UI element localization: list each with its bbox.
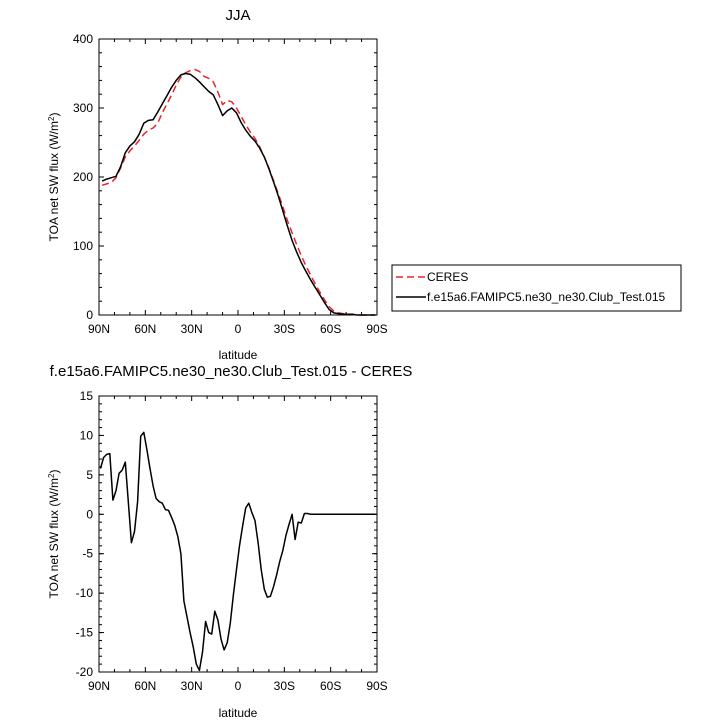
top-y-axis-label-sup: 2 [47, 116, 56, 121]
top-plot-frame [98, 38, 378, 316]
top-x-tick-label: 90N [88, 322, 110, 336]
bottom-y-tick-label: 5 [86, 468, 93, 482]
bottom-y-tick-label: -10 [76, 586, 94, 600]
legend-label-ceres: CERES [427, 270, 468, 284]
top-y-tick-label: 200 [73, 170, 93, 184]
top-y-axis-label: TOA net SW flux (W/m2) [47, 113, 61, 242]
bottom-y-tick-label: -20 [76, 665, 94, 679]
legend-label-model: f.e15a6.FAMIPC5.ne30_ne30.Club_Test.015 [427, 290, 665, 304]
bottom-x-tick-label: 0 [235, 679, 242, 693]
top-y-axis-label-main: TOA net SW flux (W/m [47, 121, 61, 241]
bottom-series-line-0 [99, 431, 376, 672]
bottom-y-axis-label: TOA net SW flux (W/m2) [47, 470, 61, 599]
legend-box [391, 264, 682, 312]
bottom-y-tick-label: -15 [76, 626, 94, 640]
top-series [101, 68, 376, 316]
bottom-x-tick-label: 60S [320, 679, 341, 693]
bottom-y-tick-label: -5 [82, 547, 93, 561]
bottom-title: f.e15a6.FAMIPC5.ne30_ne30.Club_Test.015 … [50, 363, 413, 380]
top-x-tick-label: 0 [235, 322, 242, 336]
top-series-line-0 [101, 68, 376, 316]
top-y-tick-label: 0 [86, 308, 93, 322]
top-x-tick-label: 30S [274, 322, 295, 336]
bottom-x-tick-label: 90N [88, 679, 110, 693]
bottom-x-axis-label: latitude [219, 706, 258, 720]
bottom-x-tick-label: 60N [134, 679, 156, 693]
bottom-x-tick-label: 90S [366, 679, 387, 693]
bottom-y-tick-label: 10 [80, 428, 94, 442]
top-x-tick-label: 90S [366, 322, 387, 336]
bottom-x-tick-label: 30N [181, 679, 203, 693]
bottom-y-axis-label-close: ) [47, 470, 61, 474]
top-y-tick-label: 400 [73, 32, 93, 46]
bottom-x-tick-label: 30S [274, 679, 295, 693]
top-x-tick-label: 60S [320, 322, 341, 336]
bottom-y-tick-label: 15 [80, 389, 94, 403]
bottom-y-tick-label: 0 [86, 507, 93, 521]
top-panel: JJA 90N 60N 30N 0 30S 60S 90S 0 100 200 300 400 lat… [47, 7, 388, 362]
top-title: JJA [225, 7, 250, 24]
top-y-axis-label-close: ) [47, 113, 61, 117]
top-y-tick-label: 300 [73, 101, 93, 115]
bottom-y-axis-label-sup: 2 [47, 473, 56, 478]
bottom-ticks: 90N 60N 30N 0 30S 60S 90S -20 -15 -10 -5 0 5 10 15 [76, 389, 388, 693]
top-series-line-1 [101, 72, 376, 316]
legend: CERES f.e15a6.FAMIPC5.ne30_ne30.Club_Tes… [391, 264, 682, 312]
bottom-series [99, 431, 376, 672]
top-x-tick-label: 30N [181, 322, 203, 336]
bottom-y-axis-label-main: TOA net SW flux (W/m [47, 478, 61, 598]
top-y-tick-label: 100 [73, 239, 93, 253]
top-x-tick-label: 60N [134, 322, 156, 336]
top-ticks: 90N 60N 30N 0 30S 60S 90S 0 100 200 300 400 [73, 32, 388, 336]
bottom-panel: f.e15a6.FAMIPC5.ne30_ne30.Club_Test.015 … [47, 363, 412, 720]
top-x-axis-label: latitude [219, 348, 258, 362]
